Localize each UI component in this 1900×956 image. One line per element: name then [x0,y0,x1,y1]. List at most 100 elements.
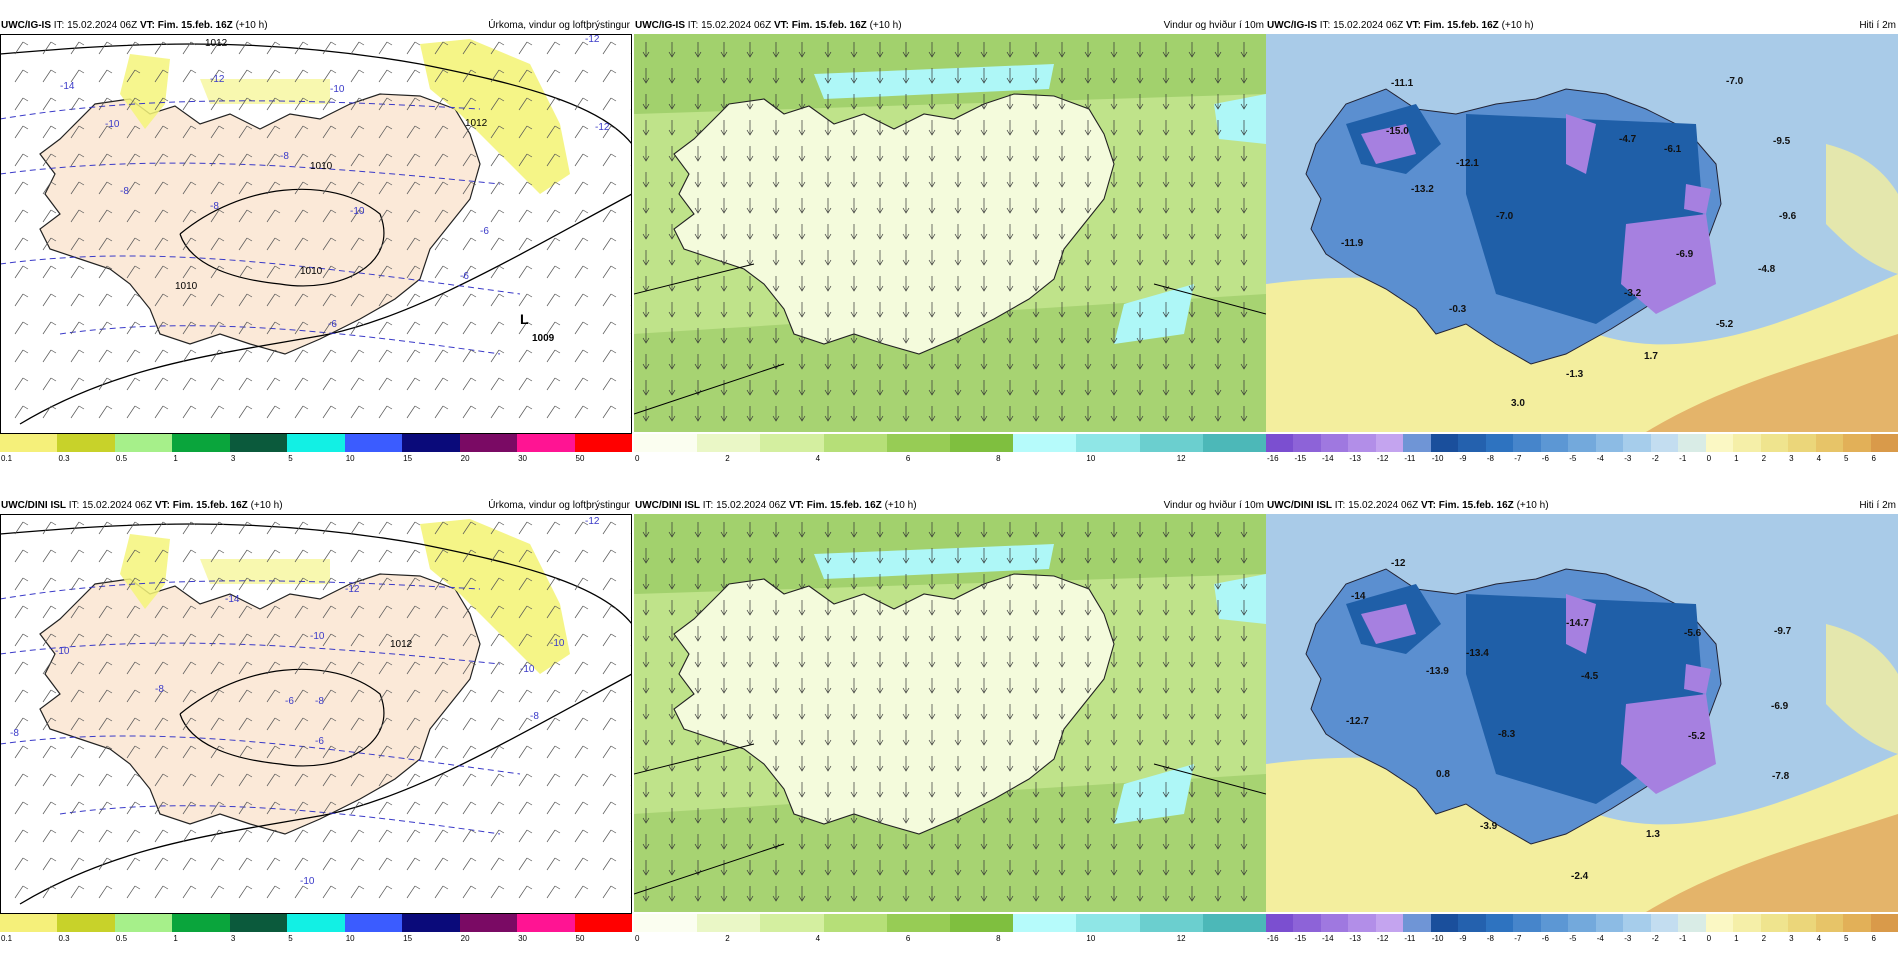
colorbar-tick-label: 12 [1176,934,1186,943]
panel-wind-igis: UWC/IG-IS IT: 15.02.2024 06Z VT: Fim. 15… [634,18,1267,476]
colorbar-swatch [1568,914,1597,932]
panel-title: Hiti í 2m [1859,500,1896,511]
colorbar-tick-label: 2 [1761,454,1767,463]
temp-label: -5.2 [1716,319,1734,330]
colorbar-swatch [1678,434,1707,452]
panel-title: Vindur og hviður í 10m [1163,20,1264,31]
colorbar-swatch [1320,914,1349,932]
colorbar-tick-label: 15 [403,934,413,943]
map-label: -12 [595,122,610,133]
colorbar-swatch [950,434,1014,452]
map-label: -10 [350,206,365,217]
colorbar-swatch [1076,914,1141,932]
panel-wind-dini: UWC/DINI ISL IT: 15.02.2024 06Z VT: Fim.… [634,498,1267,956]
colorbar [634,434,1267,452]
panel-title: Úrkoma, vindur og loftþrýstingur [488,500,630,511]
map-label: 1012 [390,639,413,650]
map-precip-pressure: -12 -14 -12 -10 -10 -10 -8 -10 -8 -8 -8 1012 -6 -6 -10 [0,514,632,912]
colorbar-tick-label: -13 [1349,454,1361,463]
panel-precip-igis: UWC/IG-IS IT: 15.02.2024 06Z VT: Fim. 15… [0,18,633,476]
panel-header: UWC/IG-IS IT: 15.02.2024 06Z VT: Fim. 15… [0,18,632,34]
colorbar-swatch [950,914,1014,932]
colorbar-tick-label: 0.3 [58,934,70,943]
colorbar-swatch [1266,914,1294,932]
colorbar-swatch [1540,914,1569,932]
colorbar-swatch [1430,914,1459,932]
colorbar-swatch [697,434,761,452]
panel-title: Vindur og hviður í 10m [1163,500,1264,511]
map-label: -6 [460,271,469,282]
colorbar-tick-label: 10 [1086,934,1096,943]
colorbar-swatch [1843,914,1871,932]
colorbar-tick-label: -12 [1376,454,1389,463]
colorbar-swatch [287,914,346,932]
panel-run-info: UWC/DINI ISL IT: 15.02.2024 06Z VT: Fim.… [1267,500,1549,511]
temp-label: -7.8 [1772,771,1790,782]
colorbar-swatch [1293,434,1322,452]
temp-label: -9.5 [1773,136,1791,147]
colorbar-tick-label: 3 [1789,454,1794,463]
colorbar-swatch [1403,434,1432,452]
colorbar-tick-label: -5 [1569,454,1577,463]
colorbar-tick-label: 0.1 [1,454,13,463]
temp-label: -14.7 [1566,618,1589,629]
temp-label: -4.7 [1619,134,1637,145]
colorbar-tick-label: 0.3 [58,454,70,463]
map-label: L [520,311,529,327]
colorbar-swatch [1013,914,1077,932]
panel-run-info: UWC/IG-IS IT: 15.02.2024 06Z VT: Fim. 15… [1267,20,1534,31]
colorbar-tick-label: -1 [1679,934,1687,943]
temp-label: -6.1 [1664,144,1682,155]
temp-label: -9.7 [1774,626,1792,637]
map-precip-pressure: 1012 -12 -14 -12 -10 -10 -12 1012 1010 -8 -8 -10 -8 1… [0,34,632,432]
map-label: -14 [60,81,75,92]
colorbar-tick-label: -6 [1541,454,1549,463]
colorbar-tick-label: 4 [815,934,821,943]
temp-label: -9.6 [1779,211,1797,222]
map-label: -8 [210,201,219,212]
map-temperature: -12 -14 -13.9 -13.4 -14.7 -4.5 -5.6 -9.7 -12.7 -8… [1266,514,1898,912]
map-label: -12 [585,516,600,527]
panel-header: UWC/DINI ISL IT: 15.02.2024 06Z VT: Fim.… [634,498,1266,514]
map-label: -10 [550,638,565,649]
temp-label: -6.9 [1676,249,1694,260]
colorbar-swatch [114,434,173,452]
temp-label: -14 [1351,591,1366,602]
map-label: -6 [328,319,337,330]
colorbar-tick-label: 3 [1789,934,1794,943]
colorbar-swatch [1705,434,1734,452]
colorbar-swatch [229,434,288,452]
map-label: -6 [480,226,489,237]
colorbar-swatch [344,914,403,932]
colorbar-ticks: 0 2 4 6 8 10 12 [634,934,1266,946]
panel-header: UWC/DINI ISL IT: 15.02.2024 06Z VT: Fim.… [1266,498,1898,514]
colorbar-swatch [886,914,951,932]
colorbar-swatch [1139,434,1204,452]
colorbar-swatch [1013,434,1077,452]
colorbar-swatch [823,434,888,452]
colorbar-swatch [1139,914,1204,932]
temp-label: 1.3 [1646,829,1660,840]
colorbar-tick-label: -2 [1651,934,1659,943]
temp-label: -0.3 [1449,304,1467,315]
colorbar-tick-label: 4 [1816,454,1822,463]
temp-label: 0.8 [1436,769,1450,780]
colorbar-tick-label: 5 [1844,454,1849,463]
colorbar [1266,434,1899,452]
colorbar-ticks: -16 -15 -14 -13 -12 -11 -10 -9 -8 -7 -6 -5 -4 -3 -2 -1 0… [1266,934,1898,946]
colorbar-swatch [459,434,518,452]
colorbar-tick-label: -12 [1376,934,1389,943]
colorbar-swatch [1266,434,1294,452]
colorbar-tick-label: -1 [1679,454,1687,463]
temp-label: -5.2 [1688,731,1706,742]
map-label: 1012 [465,118,488,129]
colorbar-tick-label: 6 [905,934,911,943]
map-label: 1010 [175,281,198,292]
colorbar-swatch [1650,434,1679,452]
colorbar-swatch [1202,914,1267,932]
colorbar-tick-label: 8 [996,454,1001,463]
colorbar-swatch [1843,434,1871,452]
panel-header: UWC/IG-IS IT: 15.02.2024 06Z VT: Fim. 15… [634,18,1266,34]
panel-run-info: UWC/DINI ISL IT: 15.02.2024 06Z VT: Fim.… [1,500,283,511]
map-label: -8 [120,186,129,197]
